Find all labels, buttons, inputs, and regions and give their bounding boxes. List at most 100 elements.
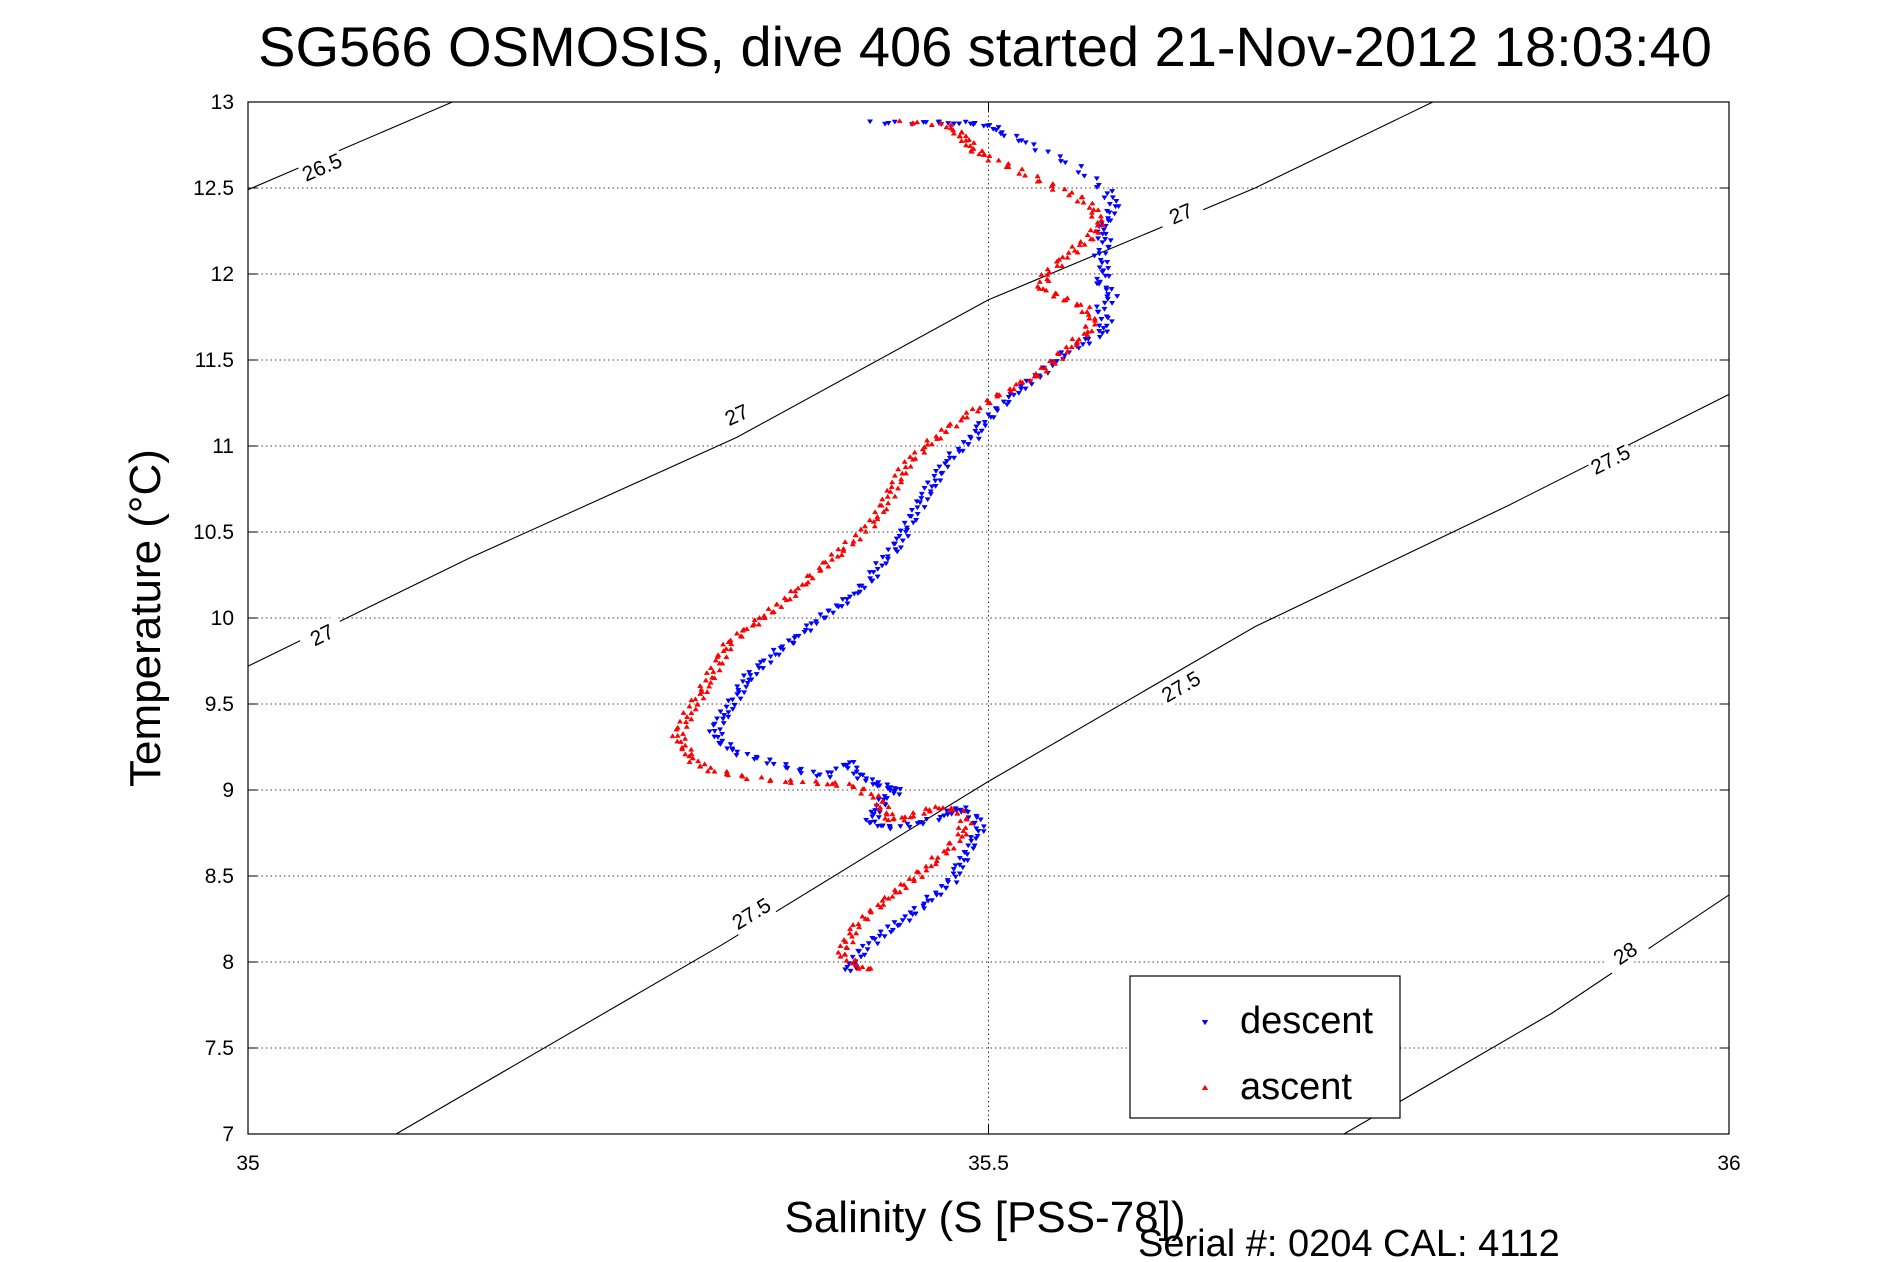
data-point-descent <box>1101 306 1108 312</box>
data-point-ascent <box>727 646 734 652</box>
data-point-descent <box>1111 211 1118 217</box>
data-point-ascent <box>963 831 970 837</box>
data-point-descent <box>775 652 782 658</box>
data-point-ascent <box>994 393 1001 399</box>
data-point-descent <box>982 423 989 429</box>
data-point-ascent <box>890 816 897 822</box>
data-point-descent <box>719 716 727 722</box>
data-point-descent <box>879 563 886 569</box>
data-point-ascent <box>848 933 856 939</box>
data-point-descent <box>1013 133 1020 139</box>
data-point-ascent <box>1073 342 1080 348</box>
data-point-ascent <box>1044 266 1051 272</box>
data-point-descent <box>985 412 992 418</box>
data-point-descent <box>822 615 829 621</box>
data-point-ascent <box>1076 242 1083 248</box>
data-point-descent <box>917 500 924 506</box>
data-point-descent <box>734 692 741 698</box>
data-point-ascent <box>855 965 862 971</box>
data-point-descent <box>710 723 717 729</box>
data-point-ascent <box>714 653 721 659</box>
data-point-ascent <box>957 818 964 824</box>
data-point-ascent <box>692 696 699 702</box>
data-point-ascent <box>871 523 878 529</box>
data-point-descent <box>1114 294 1121 300</box>
data-point-descent <box>937 815 944 820</box>
data-point-ascent <box>1049 186 1056 192</box>
data-point-ascent <box>792 593 799 598</box>
data-point-ascent <box>756 614 763 620</box>
data-point-descent <box>923 817 930 822</box>
data-point-descent <box>1093 304 1100 310</box>
data-point-ascent <box>825 563 832 569</box>
data-point-descent <box>875 815 882 821</box>
density-contour-27.5 <box>395 393 1730 1135</box>
data-point-descent <box>964 809 972 815</box>
y-tick-label: 9.5 <box>205 693 234 716</box>
data-point-descent <box>850 760 857 765</box>
data-point-descent <box>1010 392 1017 398</box>
x-tick-label: 35.5 <box>968 1152 1009 1175</box>
data-point-descent <box>891 920 898 926</box>
data-point-ascent <box>861 523 869 529</box>
contour-label-bg <box>1156 194 1206 234</box>
legend-marker-descent <box>1201 1020 1209 1026</box>
data-point-ascent <box>901 458 908 464</box>
data-point-descent <box>825 608 832 614</box>
data-point-ascent <box>960 828 967 833</box>
data-point-ascent <box>688 710 695 716</box>
data-point-ascent <box>968 148 975 154</box>
data-point-descent <box>731 702 738 708</box>
data-point-descent <box>980 829 987 835</box>
data-point-descent <box>1107 218 1114 224</box>
data-point-ascent <box>723 654 730 659</box>
data-point-ascent <box>941 848 948 854</box>
data-point-ascent <box>888 484 895 489</box>
data-point-ascent <box>688 697 695 703</box>
data-point-descent <box>714 735 721 740</box>
data-point-ascent <box>723 646 730 651</box>
data-point-descent <box>944 464 951 470</box>
data-point-descent <box>1058 350 1065 356</box>
y-tick-label: 7 <box>222 1123 234 1146</box>
data-point-ascent <box>792 588 799 594</box>
data-point-descent <box>711 728 718 734</box>
data-point-descent <box>1108 287 1115 292</box>
data-point-ascent <box>739 773 746 779</box>
data-point-descent <box>921 906 928 912</box>
data-point-descent <box>854 591 861 597</box>
data-point-descent <box>887 788 894 794</box>
data-point-ascent <box>1053 258 1060 264</box>
data-point-descent <box>1057 154 1064 160</box>
data-point-ascent <box>953 423 960 429</box>
data-point-descent <box>723 704 730 710</box>
data-point-descent <box>767 654 774 660</box>
data-point-descent <box>1095 236 1102 242</box>
data-point-ascent <box>1048 182 1055 188</box>
data-point-descent <box>1061 353 1068 359</box>
data-point-ascent <box>928 863 935 869</box>
data-point-descent <box>741 690 748 696</box>
data-point-ascent <box>1036 278 1043 284</box>
data-point-descent <box>859 943 866 949</box>
data-point-descent <box>1094 276 1101 282</box>
data-point-descent <box>1104 191 1111 197</box>
data-point-ascent <box>706 683 713 689</box>
data-point-ascent <box>950 130 957 136</box>
data-point-ascent <box>911 449 918 455</box>
data-point-ascent <box>1079 309 1086 315</box>
data-point-ascent <box>883 811 890 817</box>
data-point-descent <box>844 964 851 970</box>
data-point-descent <box>869 777 876 783</box>
data-point-descent <box>1099 270 1106 275</box>
data-point-ascent <box>1010 386 1017 391</box>
data-point-ascent <box>1054 262 1061 268</box>
data-point-descent <box>743 684 750 690</box>
data-point-descent <box>975 436 982 442</box>
data-point-descent <box>897 545 904 551</box>
data-point-ascent <box>885 804 892 810</box>
data-point-descent <box>727 742 734 748</box>
data-point-ascent <box>880 798 887 804</box>
data-point-ascent <box>924 437 931 443</box>
data-point-ascent <box>755 621 762 627</box>
